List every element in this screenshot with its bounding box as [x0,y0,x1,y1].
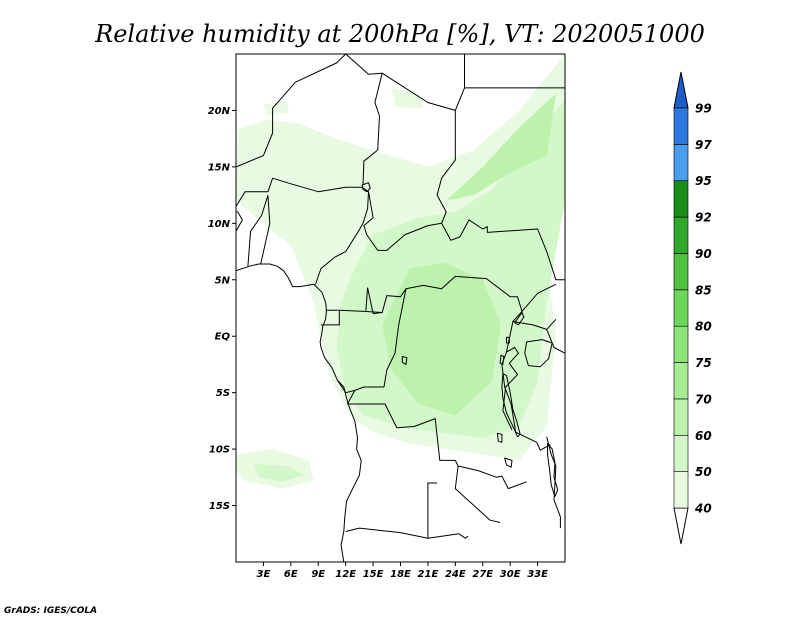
country-border [521,283,557,312]
country-border [454,465,501,523]
country-border [441,219,565,281]
colorbar-swatch-92 [673,180,689,218]
colorbar-swatch-80 [673,289,689,327]
colorbar-label: 95 [695,174,712,188]
colorbar-top-arrow [673,71,689,109]
country-border [457,465,527,490]
lon-tick-label: 18E [390,569,411,580]
colorbar-label: 90 [695,247,712,261]
humidity-region-60 [254,463,305,482]
country-border [347,390,459,467]
latitude-axis: 20N 15N 10N 5N EQ 5S 10S 15S [208,106,236,512]
longitude-axis: 3E 6E 9E 12E 15E 18E 21E 24E 27E 30E 33E [257,562,548,580]
lake-outline [361,182,371,193]
country-border [325,309,383,313]
humidity-region-70 [446,93,556,201]
lake-outline [504,457,513,468]
country-borders [236,54,565,562]
colorbar-label: 80 [695,320,712,334]
lake-outline [524,339,553,368]
lake-outline [506,336,510,344]
lat-tick-label: 5N [215,275,231,286]
country-border [321,310,340,326]
colorbar-swatch-40 [673,471,689,509]
colorbar-label: 40 [694,502,712,516]
country-border [486,278,523,353]
country-border [345,54,383,186]
lake-outline [499,354,505,365]
lat-tick-label: 15S [209,501,230,512]
country-border [260,196,271,265]
colorbar-label: 92 [695,211,712,225]
colorbar-label: 97 [695,138,712,152]
country-border [536,442,551,451]
lake-outline [501,373,521,438]
lat-tick-label: 5S [216,388,230,399]
lon-tick-label: 21E [418,569,439,580]
humidity-region-70 [382,262,501,416]
country-border [236,54,347,168]
coastline [236,263,362,562]
lon-tick-label: 3E [257,569,271,580]
humidity-region-50 [263,101,289,115]
colorbar-swatch-97 [673,107,689,145]
country-border [427,482,438,539]
lake-outline [514,312,525,326]
country-border [315,191,369,285]
country-border [367,275,487,315]
lat-tick-label: 20N [208,106,231,117]
country-border [365,287,369,312]
colorbar-swatch-95 [673,144,689,182]
colorbar-label: 85 [695,283,712,297]
colorbar-label: 50 [695,465,712,479]
lon-tick-label: 30E [500,569,521,580]
country-border [236,211,243,232]
colorbar-label: 75 [695,356,712,370]
lat-tick-label: EQ [215,332,231,343]
lake-outline [547,443,559,497]
colorbar-swatch-60 [673,398,689,436]
colorbar-swatch-90 [673,216,689,254]
lon-tick-label: 15E [363,569,384,580]
lat-tick-label: 10N [208,219,231,230]
country-border [236,177,369,207]
map-title: Relative humidity at 200hPa [%], VT: 202… [94,20,705,48]
colorbar-swatch-70 [673,362,689,400]
lat-tick-label: 10S [209,445,230,456]
colorbar-legend: 40 50 60 70 75 80 85 90 92 95 97 99 [673,71,712,545]
lon-tick-label: 6E [284,569,298,580]
colorbar-label: 70 [695,392,712,406]
colorbar-swatch-50 [673,434,689,472]
country-border [546,436,561,529]
lon-tick-label: 12E [335,569,356,580]
lon-tick-label: 9E [311,569,325,580]
country-border [512,318,557,330]
country-border [381,72,456,224]
country-border [363,191,442,251]
colorbar-swatch-75 [673,325,689,363]
lat-tick-label: 15N [208,162,231,173]
country-border [247,194,269,267]
lon-tick-label: 33E [527,569,548,580]
colorbar-bottom-arrow [673,507,689,545]
colorbar-swatch-85 [673,253,689,291]
lake-outline [496,432,503,443]
lon-tick-label: 27E [472,569,493,580]
humidity-region-50 [391,87,424,109]
country-border [383,288,407,388]
grads-credit: GrADS: IGES/COLA [4,606,97,616]
humidity-shading [236,54,565,489]
country-border [502,347,519,431]
lon-tick-label: 24E [445,569,466,580]
country-border [546,329,565,354]
colorbar-label: 99 [695,102,712,116]
country-border [504,386,537,443]
colorbar-label: 60 [695,429,712,443]
lake-outline [401,356,408,365]
